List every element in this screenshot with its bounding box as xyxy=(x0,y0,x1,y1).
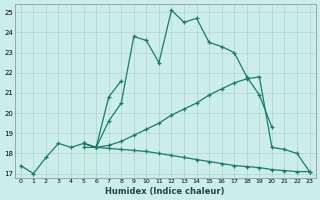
X-axis label: Humidex (Indice chaleur): Humidex (Indice chaleur) xyxy=(106,187,225,196)
